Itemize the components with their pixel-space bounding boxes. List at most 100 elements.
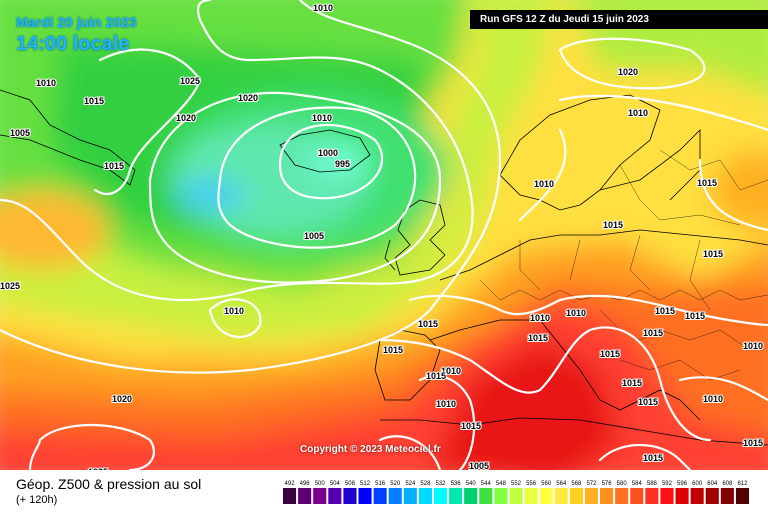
- isobar-label: 1015: [655, 306, 675, 316]
- isobar-label: 1015: [426, 371, 446, 381]
- isobar-label: 1010: [628, 108, 648, 118]
- forecast-date: Mardi 20 juin 2023: [16, 14, 137, 30]
- legend-tick-label: 612: [737, 481, 748, 487]
- legend-swatch: [705, 488, 719, 504]
- isobar-label: 1015: [743, 438, 763, 448]
- isobar-label: 1025: [88, 467, 108, 470]
- legend-swatch: [494, 488, 508, 504]
- isobar-label: 1015: [418, 319, 438, 329]
- isobar-label: 1015: [697, 178, 717, 188]
- legend-tick-label: 512: [360, 481, 371, 487]
- legend-tick-label: 516: [375, 481, 386, 487]
- isobar-label: 995: [335, 159, 350, 169]
- legend-tick-label: 588: [647, 481, 658, 487]
- legend-tick-label: 608: [722, 481, 733, 487]
- legend-tick-label: 580: [617, 481, 628, 487]
- legend-tick-label: 492: [285, 481, 296, 487]
- legend-tick-label: 496: [300, 481, 311, 487]
- isobar-label: 1015: [703, 249, 723, 259]
- legend-swatch: [449, 488, 463, 504]
- legend-swatch: [433, 488, 448, 504]
- isobar-label: 1010: [743, 341, 763, 351]
- forecast-time: 14:00 locale: [16, 33, 130, 55]
- forecast-range: (+ 120h): [16, 494, 58, 506]
- legend-tick-label: 540: [466, 481, 477, 487]
- isobar-label: 1025: [180, 76, 200, 86]
- isobar-label: 1015: [638, 397, 658, 407]
- isobar-label: 1015: [643, 328, 663, 338]
- isobar-label: 1010: [566, 308, 586, 318]
- isobar-label: 1005: [469, 461, 489, 470]
- map-footer: Géop. Z500 & pression au sol (+ 120h) 49…: [0, 470, 768, 512]
- legend-swatch: [328, 488, 342, 504]
- legend-swatch: [584, 488, 599, 504]
- legend-swatch: [524, 488, 538, 504]
- isobar-label: 1025: [0, 281, 20, 291]
- legend-tick-label: 556: [526, 481, 537, 487]
- legend-tick-label: 548: [496, 481, 507, 487]
- legend-tick-label: 604: [707, 481, 718, 487]
- legend-tick-label: 532: [436, 481, 447, 487]
- legend-swatch: [690, 488, 704, 504]
- legend-swatch: [675, 488, 689, 504]
- legend-swatch: [554, 488, 568, 504]
- isobar-label: 1015: [84, 96, 104, 106]
- isobar-label: 1015: [528, 333, 548, 343]
- legend-tick-label: 600: [692, 481, 703, 487]
- isobar-label: 1010: [36, 78, 56, 88]
- legend-tick-label: 560: [541, 481, 552, 487]
- isobar-label: 1010: [313, 3, 333, 13]
- isobar-label: 1010: [441, 366, 461, 376]
- copyright-text: Copyright © 2023 Meteociel.fr: [300, 444, 441, 455]
- legend-swatch: [735, 488, 749, 504]
- isobar-label: 1015: [383, 345, 403, 355]
- legend-swatch: [720, 488, 734, 504]
- isobar-label: 1015: [461, 421, 481, 431]
- legend-tick-label: 564: [556, 481, 567, 487]
- legend-swatch: [403, 488, 417, 504]
- isobar-label: 1010: [530, 313, 550, 323]
- isobars: [0, 0, 768, 470]
- legend-swatch: [373, 488, 387, 504]
- isobar-label: 1010: [312, 113, 332, 123]
- legend-tick-label: 520: [390, 481, 401, 487]
- legend-swatch: [660, 488, 674, 504]
- legend-swatch: [615, 488, 629, 504]
- legend-tick-label: 508: [345, 481, 356, 487]
- legend-tick-label: 524: [405, 481, 416, 487]
- run-info-banner: Run GFS 12 Z du Jeudi 15 juin 2023: [470, 10, 768, 29]
- isobar-label: 1015: [603, 220, 623, 230]
- legend-swatch: [298, 488, 312, 504]
- isobar-label: 1000: [318, 148, 338, 158]
- isobar-label: 1020: [618, 67, 638, 77]
- isobar-label: 1010: [534, 179, 554, 189]
- legend-tick-label: 552: [511, 481, 522, 487]
- legend-tick-label: 592: [662, 481, 673, 487]
- isobar-label: 1010: [436, 399, 456, 409]
- legend-tick-label: 536: [451, 481, 462, 487]
- legend-swatch: [388, 488, 402, 504]
- legend-tick-label: 544: [481, 481, 492, 487]
- legend-swatch: [600, 488, 614, 504]
- isobar-label: 1015: [600, 349, 620, 359]
- legend-swatch: [539, 488, 553, 504]
- legend-swatch: [569, 488, 583, 504]
- legend-tick-label: 572: [586, 481, 597, 487]
- legend-swatch: [358, 488, 372, 504]
- legend-swatch: [645, 488, 659, 504]
- legend-swatch: [630, 488, 644, 504]
- color-scale-legend: 492 496 500 504 508 512 516 520 524 528 532 536 540 5…: [283, 481, 749, 504]
- legend-swatch: [479, 488, 493, 504]
- isobar-label: 1005: [304, 231, 324, 241]
- map-title: Géop. Z500 & pression au sol: [16, 476, 202, 492]
- legend-tick-label: 584: [632, 481, 643, 487]
- legend-tick-label: 528: [420, 481, 431, 487]
- isobar-label: 1015: [622, 378, 642, 388]
- legend-tick-label: 576: [602, 481, 613, 487]
- isobar-label: 1020: [112, 394, 132, 404]
- isobar-label: 1015: [685, 311, 705, 321]
- legend-swatch: [343, 488, 357, 504]
